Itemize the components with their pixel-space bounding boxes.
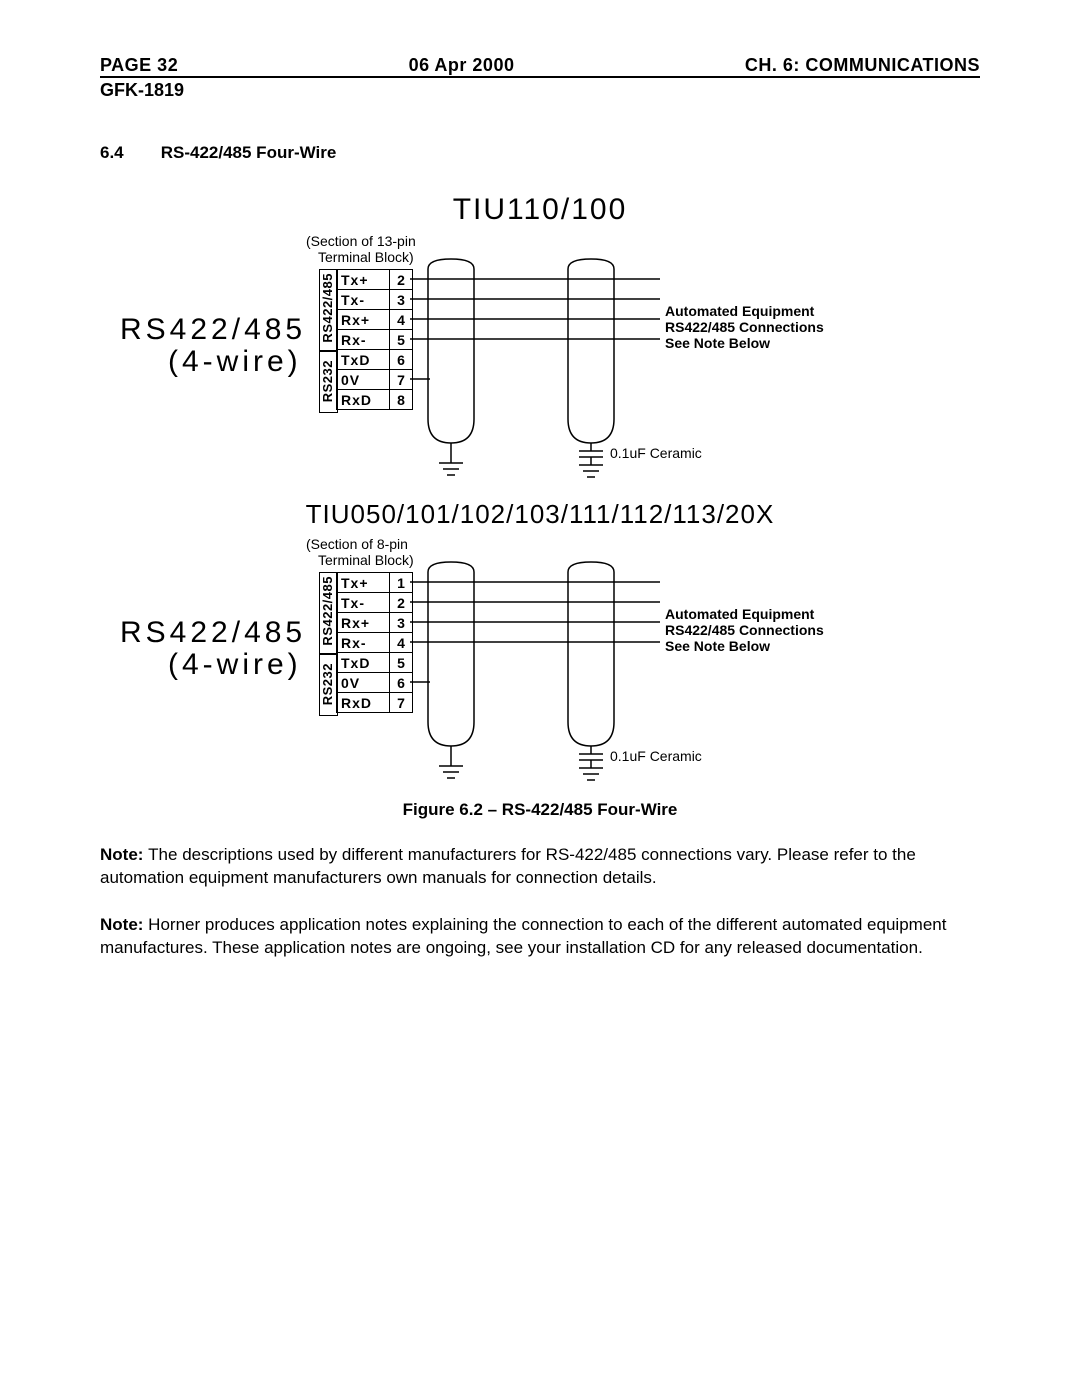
fig1-rightlabel1: Automated Equipment	[665, 303, 814, 319]
fig2-rightlabel2: RS422/485 Connections	[665, 622, 824, 638]
page-date: 06 Apr 2000	[409, 55, 515, 76]
fig2-model: TIU050/101/102/103/111/112/113/20X	[100, 499, 980, 530]
note-text: The descriptions used by different manuf…	[100, 845, 916, 887]
page-num: PAGE 32	[100, 55, 178, 76]
note-lead: Note:	[100, 915, 148, 934]
note-1: Note: The descriptions used by different…	[100, 844, 980, 890]
note-text: Horner produces application notes explai…	[100, 915, 946, 957]
fig1-rightlabel3: See Note Below	[665, 335, 770, 351]
fig2-rightlabel3: See Note Below	[665, 638, 770, 654]
fig2-diagram: (Section of 8-pin Terminal Block) RS422/…	[100, 536, 980, 796]
fig1-caplabel: 0.1uF Ceramic	[610, 445, 702, 461]
section-name: RS-422/485 Four-Wire	[161, 143, 337, 162]
fig1-model: TIU110/100	[100, 193, 980, 227]
fig2-caplabel: 0.1uF Ceramic	[610, 748, 702, 764]
note-lead: Note:	[100, 845, 148, 864]
fig2-rightlabel1: Automated Equipment	[665, 606, 814, 622]
section-num: 6.4	[100, 143, 156, 163]
fig1-wiring	[100, 233, 980, 493]
page-chapter: CH. 6: COMMUNICATIONS	[745, 55, 980, 76]
doc-id: GFK-1819	[100, 80, 980, 101]
fig1-rightlabel2: RS422/485 Connections	[665, 319, 824, 335]
fig2-wiring	[100, 536, 980, 796]
note-2: Note: Horner produces application notes …	[100, 914, 980, 960]
page-header: PAGE 32 06 Apr 2000 CH. 6: COMMUNICATION…	[100, 55, 980, 78]
figure-caption: Figure 6.2 – RS-422/485 Four-Wire	[100, 800, 980, 820]
fig1-diagram: (Section of 13-pin Terminal Block) RS422…	[100, 233, 980, 493]
section-title: 6.4 RS-422/485 Four-Wire	[100, 143, 980, 163]
page: PAGE 32 06 Apr 2000 CH. 6: COMMUNICATION…	[0, 0, 1080, 1397]
